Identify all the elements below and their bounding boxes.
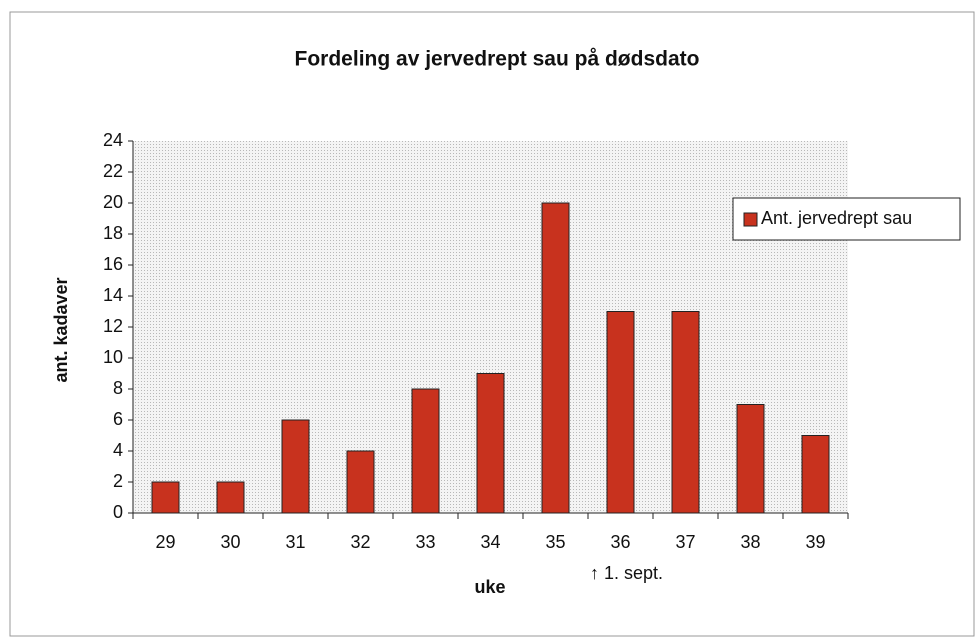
bar (606, 311, 635, 514)
x-tick-label: 31 (285, 532, 305, 552)
bar (216, 481, 245, 514)
x-tick-label: 30 (220, 532, 240, 552)
legend-swatch (743, 212, 758, 227)
bar (736, 404, 765, 514)
bar (281, 419, 310, 514)
y-tick-label: 22 (103, 161, 123, 181)
x-tick-label: 36 (610, 532, 630, 552)
bar (411, 388, 440, 514)
y-tick-label: 6 (113, 409, 123, 429)
x-tick-label: 35 (545, 532, 565, 552)
x-tick-label: 37 (675, 532, 695, 552)
legend-box (732, 197, 961, 241)
x-tick-label: 39 (805, 532, 825, 552)
x-tick-label: 33 (415, 532, 435, 552)
x-axis-label: uke (474, 577, 505, 597)
y-tick-label: 8 (113, 378, 123, 398)
bar (346, 450, 375, 514)
legend: Ant. jervedrept sau (732, 197, 961, 241)
y-tick-label: 12 (103, 316, 123, 336)
y-tick-label: 4 (113, 440, 123, 460)
y-tick-label: 18 (103, 223, 123, 243)
bar (801, 435, 830, 514)
bar (541, 202, 570, 514)
legend-label: Ant. jervedrept sau (761, 208, 912, 228)
y-tick-label: 0 (113, 502, 123, 522)
y-tick-label: 2 (113, 471, 123, 491)
y-tick-label: 14 (103, 285, 123, 305)
chart-title: Fordeling av jervedrept sau på dødsdato (295, 48, 700, 71)
y-tick-label: 24 (103, 130, 123, 150)
x-tick-label: 34 (480, 532, 500, 552)
annotation: ↑ 1. sept. (590, 563, 663, 583)
x-tick-label: 29 (155, 532, 175, 552)
x-tick-label: 38 (740, 532, 760, 552)
y-axis-label: ant. kadaver (51, 277, 71, 382)
x-tick-label: 32 (350, 532, 370, 552)
y-tick-label: 10 (103, 347, 123, 367)
bar (671, 311, 700, 514)
y-tick-label: 20 (103, 192, 123, 212)
y-tick-label: 16 (103, 254, 123, 274)
bar (151, 481, 180, 514)
bar (476, 373, 505, 514)
